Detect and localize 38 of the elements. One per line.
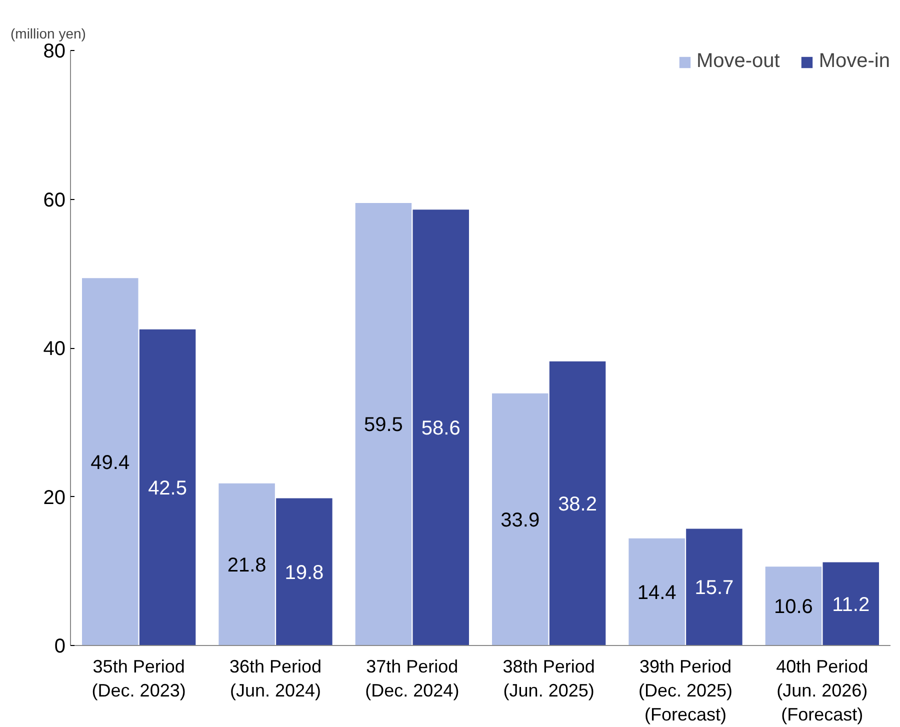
legend-label: Move-out <box>696 50 780 73</box>
data-label: 42.5 <box>148 477 188 500</box>
bar <box>82 278 138 646</box>
bar <box>765 566 822 646</box>
bar <box>218 483 275 646</box>
x-tick-label: 40th Period (Jun. 2026) (Forecast) <box>776 656 868 724</box>
y-tick-label: 40 <box>43 338 66 360</box>
data-label: 58.6 <box>421 418 460 440</box>
y-tick-label: 20 <box>43 486 66 509</box>
data-label: 33.9 <box>500 509 540 532</box>
x-tick-label: 37th Period (Dec. 2024) <box>365 656 460 700</box>
y-tick-label: 60 <box>43 189 66 212</box>
x-tick-label: 38th Period (Jun. 2025) <box>502 656 595 700</box>
data-label: 11.2 <box>832 594 870 616</box>
y-tick-label: 80 <box>43 40 66 62</box>
y-axis-title: (million yen) <box>10 26 86 42</box>
bar <box>822 562 879 646</box>
x-tick-label: 39th Period (Dec. 2025) (Forecast) <box>638 656 733 724</box>
x-tick-label: 35th Period (Dec. 2023) <box>92 656 186 700</box>
bar <box>492 393 548 646</box>
bar <box>276 498 332 646</box>
data-label: 19.8 <box>284 562 324 584</box>
bar <box>355 202 412 646</box>
data-label: 21.8 <box>227 554 266 576</box>
data-label: 59.5 <box>364 414 403 436</box>
legend-label: Move-in <box>818 50 890 73</box>
bar <box>686 528 742 646</box>
data-label: 14.4 <box>637 582 676 604</box>
data-label: 15.7 <box>694 577 734 600</box>
data-label: 49.4 <box>90 452 130 474</box>
bar <box>549 361 606 646</box>
bar <box>139 329 196 646</box>
data-label: 10.6 <box>774 596 813 618</box>
x-tick-label: 36th Period (Jun. 2024) <box>229 656 322 700</box>
data-label: 38.2 <box>558 493 598 516</box>
bar <box>412 210 469 646</box>
bar <box>628 538 685 646</box>
y-tick-label: 0 <box>54 636 66 658</box>
